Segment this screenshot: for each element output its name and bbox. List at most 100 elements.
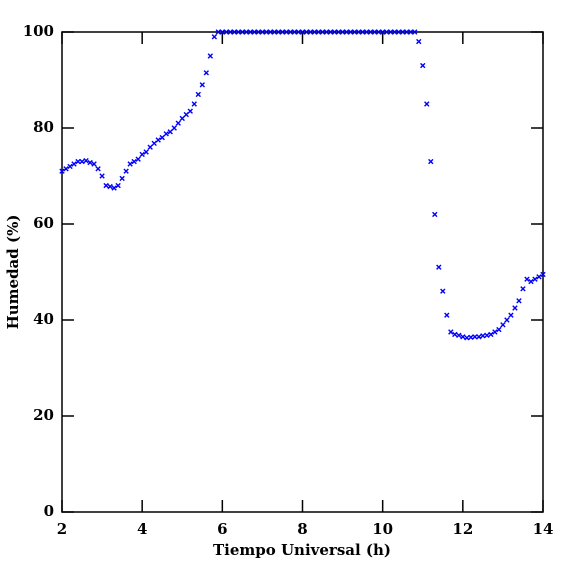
data-point [59,168,65,174]
data-point [412,29,418,35]
data-point [351,29,358,35]
data-point [243,29,250,35]
data-point [432,211,438,218]
data-point [335,29,342,35]
data-point [536,274,542,280]
data-point [408,29,414,35]
data-point [484,332,490,339]
data-point [71,161,77,167]
data-point [203,70,209,76]
y-tick-label: 0 [44,502,54,520]
data-point [468,334,474,340]
data-point [391,29,398,35]
data-point [319,29,326,35]
data-point [424,101,430,107]
data-point [355,29,362,35]
data-point [63,166,69,172]
data-point [532,276,538,282]
data-point [179,115,185,122]
data-point [404,29,410,35]
data-point [347,29,354,35]
data-point [127,161,133,167]
x-tick-label: 10 [372,520,393,538]
data-point [239,29,246,35]
data-point [508,312,514,318]
data-point [115,182,121,189]
data-point [444,312,450,318]
data-point [359,29,366,35]
data-point [367,29,374,35]
data-point [472,334,478,340]
data-point [215,29,222,35]
data-point [452,331,458,338]
data-point [167,129,173,135]
data-point [207,53,214,59]
data-point [131,158,137,165]
data-point [307,29,314,35]
data-point [363,29,370,35]
data-point [512,305,518,311]
data-point [183,111,189,118]
data-point [476,334,482,340]
data-point [480,333,486,339]
data-point [151,140,157,147]
y-tick-label: 20 [33,406,54,424]
data-point [143,149,149,155]
plot-frame [61,31,544,513]
data-point [75,158,81,165]
data-point [456,332,462,339]
data-point [528,278,534,285]
data-point [464,335,470,341]
data-point [135,156,141,162]
data-point [416,38,422,45]
data-point [227,29,234,35]
y-tick-label: 40 [33,310,54,328]
data-point [259,29,266,35]
data-point [283,29,290,35]
y-axis-label: Humedad (%) [4,215,22,330]
data-point [175,120,181,126]
x-tick-label: 8 [297,520,307,538]
x-axis-label: Tiempo Universal (h) [213,541,391,559]
data-point [139,151,145,158]
data-point [331,29,338,35]
data-point [95,166,101,172]
data-point [436,264,442,270]
data-point [327,29,334,35]
data-point [311,29,318,35]
data-point [247,29,254,35]
y-tick-label: 100 [23,22,54,40]
data-point [516,298,522,304]
data-point [500,322,506,328]
x-tick-label: 14 [533,520,554,538]
data-point [295,29,302,35]
data-point [83,157,89,164]
data-point [251,29,258,35]
data-point [504,317,510,323]
data-point [339,29,346,35]
data-point [371,29,378,35]
data-point [428,158,434,165]
data-point [159,134,165,141]
data-point [287,29,294,35]
data-point [383,29,390,35]
data-point [524,276,530,282]
data-point [400,29,406,35]
data-point [107,183,113,190]
data-point [255,29,262,35]
data-point [235,29,242,35]
x-tick-label: 4 [137,520,147,538]
x-tick-label: 2 [57,520,67,538]
data-point [211,34,218,40]
data-point [99,173,105,179]
data-point [488,331,494,338]
data-point [191,101,197,107]
data-point [223,29,230,35]
data-point [275,29,282,35]
data-point [123,168,129,174]
data-point [219,29,226,35]
data-point [163,131,169,137]
data-point [279,29,286,35]
data-point [520,286,526,292]
